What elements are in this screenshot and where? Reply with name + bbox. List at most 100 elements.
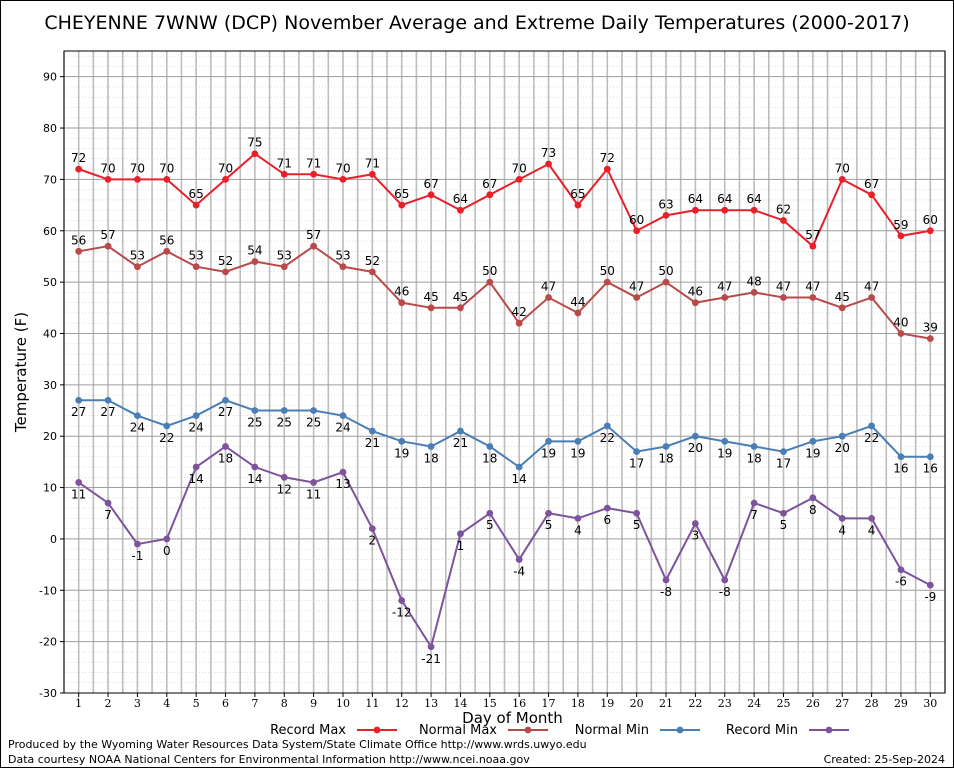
record-min-data-label: 6 [603, 513, 611, 527]
chart-title: CHEYENNE 7WNW (DCP) November Average and… [44, 12, 909, 34]
normal-max-data-label: 53 [130, 249, 145, 263]
legend-marker-record-min [825, 726, 833, 734]
record-max-point [192, 201, 200, 209]
record-min-data-label: -4 [513, 564, 525, 578]
x-tick-label: 11 [365, 697, 379, 710]
record-min-point [104, 499, 112, 507]
record-max-point [721, 206, 729, 214]
normal-min-data-label: 27 [71, 405, 86, 419]
normal-min-point [574, 437, 582, 445]
record-max-data-label: 64 [453, 192, 468, 206]
normal-max-data-label: 47 [776, 280, 791, 294]
normal-max-series: 56 57 53 56 53 52 54 53 57 53 52 46 45 45 50 42 47 44 50 47… [71, 228, 938, 343]
normal-min-data-label: 21 [453, 436, 468, 450]
normal-max-point [603, 278, 611, 286]
x-tick-label: 30 [923, 697, 937, 710]
normal-max-point [251, 258, 259, 265]
record-min-point [545, 509, 552, 517]
normal-max-point [868, 294, 875, 301]
x-tick-label: 2 [105, 697, 112, 710]
record-min-point [310, 479, 318, 486]
record-min-data-label: 11 [71, 487, 86, 501]
y-axis: -30 -20 -10 0 10 20 30 40 50 60 70 80 90 [39, 71, 64, 700]
y-tick-label: -10 [39, 584, 57, 597]
record-min-data-label: -12 [392, 606, 412, 620]
record-min-data-label: -9 [924, 590, 936, 604]
normal-max-data-label: 57 [100, 228, 115, 242]
record-min-data-label: 0 [163, 544, 171, 558]
normal-max-data-label: 53 [335, 249, 350, 263]
normal-min-point [603, 422, 611, 430]
record-min-point [926, 581, 934, 589]
normal-min-data-label: 18 [423, 451, 438, 465]
normal-min-point [515, 463, 523, 471]
normal-min-point [838, 432, 846, 440]
major-gridlines [63, 51, 946, 694]
normal-max-data-label: 46 [394, 285, 409, 299]
normal-max-data-label: 45 [835, 290, 850, 304]
x-tick-label: 29 [894, 697, 908, 710]
record-max-point [780, 217, 787, 224]
record-max-point [75, 165, 83, 173]
y-tick-label: 40 [43, 327, 57, 340]
footer-credit-line2: Data courtesy NOAA National Centers for … [8, 753, 530, 766]
normal-min-data-label: 18 [658, 451, 673, 465]
y-tick-label: 60 [43, 225, 57, 238]
record-min-data-label: 3 [692, 529, 700, 543]
record-min-point [574, 514, 582, 522]
x-tick-label: 27 [835, 697, 849, 710]
normal-max-data-label: 47 [805, 280, 820, 294]
normal-max-point [926, 335, 934, 343]
normal-max-line [78, 244, 931, 340]
record-min-data-label: 12 [277, 482, 292, 496]
record-max-point [574, 201, 582, 209]
normal-max-data-label: 52 [218, 254, 233, 268]
record-max-data-label: 71 [306, 156, 321, 170]
record-max-point [339, 176, 347, 183]
normal-max-point [809, 294, 817, 301]
normal-max-point [574, 309, 582, 317]
normal-max-point [222, 268, 229, 276]
normal-min-point [750, 443, 758, 450]
record-min-point [897, 566, 905, 574]
record-min-data-label: -1 [131, 549, 143, 563]
record-max-data-label: 62 [776, 202, 791, 216]
record-min-data-label: 8 [809, 503, 817, 517]
normal-min-data-label: 22 [600, 431, 615, 445]
y-tick-label: -20 [39, 636, 57, 649]
record-min-point [603, 504, 611, 512]
x-axis-label: Day of Month [462, 709, 563, 727]
normal-min-data-label: 16 [923, 462, 938, 476]
record-max-point [368, 170, 376, 178]
record-min-point [780, 509, 787, 517]
normal-min-data-label: 17 [629, 457, 644, 471]
normal-min-point [545, 437, 552, 445]
normal-min-point [721, 437, 729, 445]
normal-max-data-label: 40 [893, 315, 908, 329]
normal-max-data-label: 47 [541, 280, 556, 294]
normal-min-data-label: 19 [805, 446, 820, 460]
normal-max-data-label: 46 [688, 285, 703, 299]
normal-max-data-label: 50 [658, 264, 673, 278]
x-tick-label: 25 [776, 697, 790, 710]
x-tick-label: 8 [281, 697, 288, 710]
record-min-point [691, 520, 699, 527]
record-max-data-label: 70 [130, 161, 145, 175]
record-min-data-label: -8 [719, 585, 731, 599]
record-min-point [368, 525, 376, 533]
record-min-data-label: 5 [486, 518, 494, 532]
record-min-point [633, 509, 641, 517]
x-tick-label: 24 [747, 697, 761, 710]
record-max-point [457, 206, 464, 214]
record-max-data-label: 67 [864, 177, 879, 191]
record-max-point [809, 242, 817, 250]
record-min-data-label: 2 [369, 534, 377, 548]
normal-min-point [633, 448, 641, 456]
x-tick-label: 15 [483, 697, 497, 710]
record-max-point [486, 191, 494, 199]
record-max-point [134, 176, 141, 183]
normal-min-line [78, 399, 931, 469]
record-min-line [78, 445, 931, 650]
record-min-point [662, 576, 670, 584]
